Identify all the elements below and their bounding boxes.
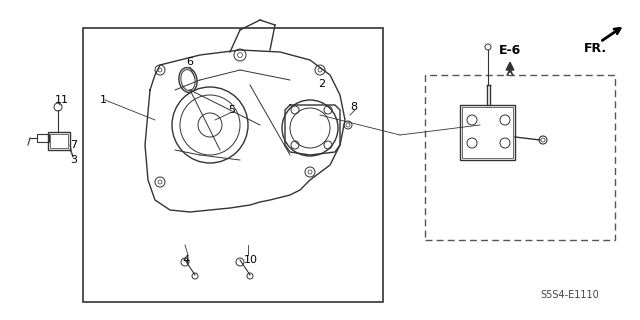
Bar: [48, 132, 70, 150]
Text: E-6: E-6: [499, 44, 521, 57]
Text: 5: 5: [228, 105, 235, 115]
Text: 6: 6: [186, 57, 193, 67]
Text: 4: 4: [182, 255, 189, 265]
Bar: [460, 105, 515, 160]
Text: 2: 2: [318, 79, 325, 89]
Text: S5S4-E1110: S5S4-E1110: [541, 290, 600, 300]
Bar: [83, 28, 383, 302]
Text: 3: 3: [70, 155, 77, 165]
Bar: [425, 75, 615, 240]
Text: 1: 1: [100, 95, 107, 105]
Bar: [50, 134, 68, 148]
Text: 11: 11: [55, 95, 69, 105]
Text: 7: 7: [70, 140, 77, 150]
Text: 10: 10: [244, 255, 258, 265]
Text: 8: 8: [350, 102, 357, 112]
Text: FR.: FR.: [584, 42, 607, 54]
Bar: [462, 107, 513, 158]
Bar: [37, 134, 49, 142]
